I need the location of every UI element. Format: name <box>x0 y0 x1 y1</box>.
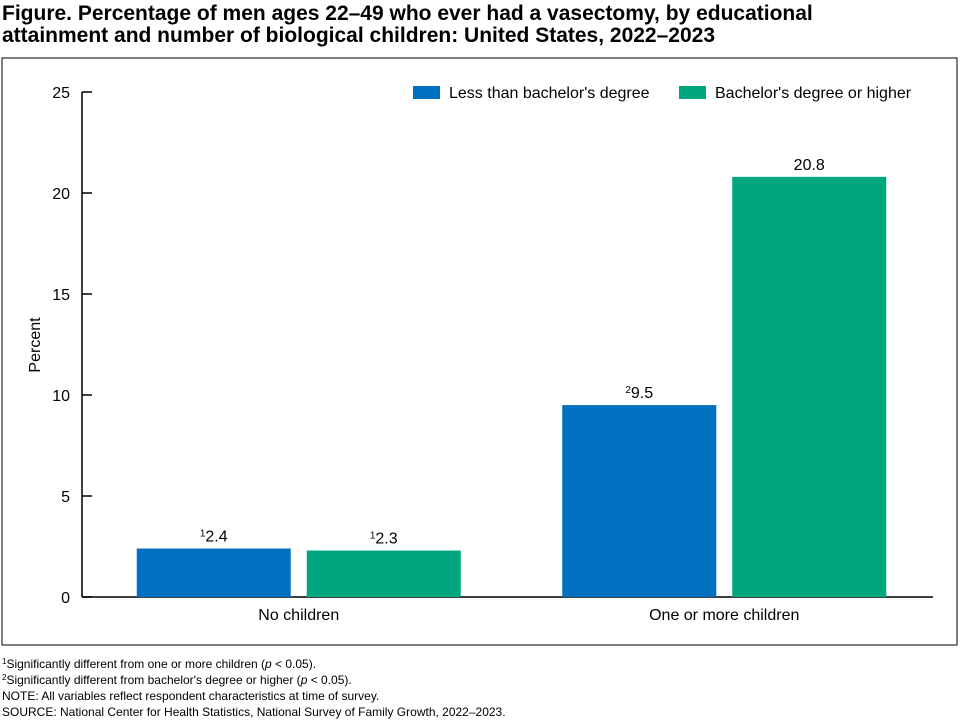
source: SOURCE: National Center for Health Stati… <box>2 705 506 719</box>
y-tick-label: 0 <box>61 590 70 607</box>
chart-frame <box>1 57 958 646</box>
y-tick-label: 20 <box>52 186 70 203</box>
data-label-value: 20.8 <box>794 157 825 174</box>
data-label-note: 2 <box>625 385 631 396</box>
footnote-text: < 0.05). <box>307 673 351 687</box>
data-label: 12.4 <box>200 528 228 546</box>
footnote-mark: 1 <box>2 657 7 666</box>
footnote-text: Significantly different from bachelor's … <box>6 673 300 687</box>
legend-swatch <box>679 86 706 99</box>
legend-swatch <box>413 86 440 99</box>
bar <box>732 176 887 597</box>
footnote: 1Significantly different from one or mor… <box>2 657 316 672</box>
footnote-text: p <box>264 657 272 671</box>
bar <box>562 405 717 597</box>
y-tick-label: 25 <box>52 85 70 102</box>
x-tick-label: No children <box>258 607 339 624</box>
data-label-note: 1 <box>370 530 376 541</box>
footnote-text: p <box>300 673 308 687</box>
bar <box>306 550 461 597</box>
data-label: 29.5 <box>625 385 653 403</box>
data-label-value: 9.5 <box>631 385 653 402</box>
data-label-value: 2.4 <box>205 529 227 546</box>
data-label: 12.3 <box>370 530 398 548</box>
footnote-text: < 0.05). <box>272 657 316 671</box>
footnote-text: Significantly different from one or more… <box>6 657 265 671</box>
x-tick-label: One or more children <box>649 607 799 624</box>
y-tick-label: 15 <box>52 287 70 304</box>
chart-title: attainment and number of biological chil… <box>2 24 715 47</box>
y-tick-label: 5 <box>61 489 70 506</box>
footnote: 2Significantly different from bachelor's… <box>2 673 352 688</box>
data-label: 20.8 <box>794 157 825 174</box>
data-label-note: 1 <box>200 528 206 539</box>
data-label-value: 2.3 <box>375 531 397 548</box>
y-axis-label: Percent <box>27 317 44 373</box>
y-tick-label: 10 <box>52 388 70 405</box>
legend-label: Bachelor's degree or higher <box>715 85 912 102</box>
legend-label: Less than bachelor's degree <box>449 85 650 102</box>
chart-title: Figure. Percentage of men ages 22–49 who… <box>2 2 813 25</box>
footnote-mark: 2 <box>2 673 7 682</box>
note: NOTE: All variables reflect respondent c… <box>2 689 379 703</box>
bar <box>136 548 291 597</box>
